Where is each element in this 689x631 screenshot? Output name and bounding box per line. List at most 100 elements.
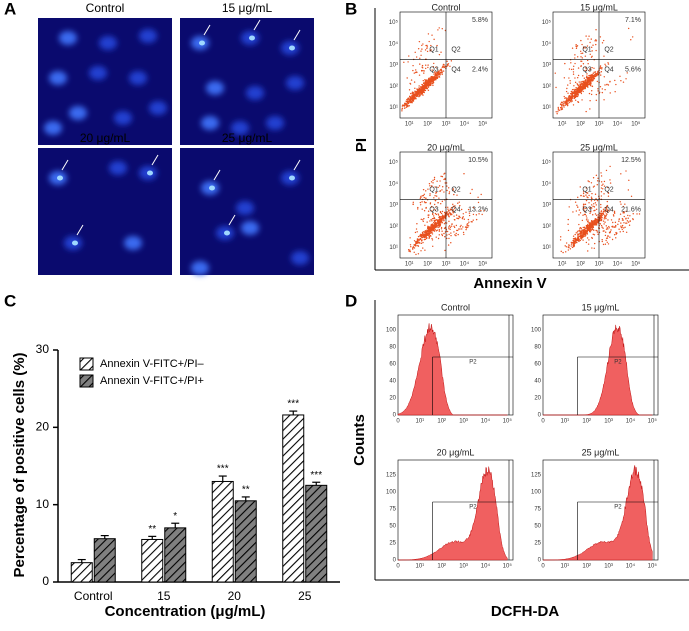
y-tick-label: 10² [542,84,551,90]
event-dot [419,41,420,42]
event-dot [604,84,605,85]
event-dot [604,217,605,218]
panel-letter: B [345,0,357,18]
event-dot [409,96,410,97]
event-dot [439,70,440,71]
event-dot [602,42,603,43]
x-tick-label: 25 [298,589,312,603]
event-dot [437,220,438,221]
event-dot [588,79,589,80]
quadrant-label: Q2 [604,47,613,54]
event-dot [615,237,616,238]
event-dot [449,225,450,226]
event-dot [597,200,598,201]
event-dot [578,75,579,76]
event-dot [461,209,462,210]
event-dot [582,87,583,88]
event-dot [402,108,403,109]
event-dot [594,223,595,224]
x-tick-label: 10² [576,122,585,128]
nucleus [44,121,62,135]
event-dot [570,101,571,102]
event-dot [442,218,443,219]
event-dot [562,102,563,103]
bar [94,539,115,582]
event-dot [586,228,587,229]
event-dot [447,231,448,232]
event-dot [614,212,615,213]
event-dot [441,220,442,221]
event-dot [441,72,442,73]
x-tick-label: 10² [582,419,591,425]
event-dot [448,238,449,239]
event-dot [566,91,567,92]
event-dot [435,200,436,201]
x-tick-label: 10⁵ [478,261,488,268]
event-dot [439,73,440,74]
event-dot [618,221,619,222]
event-dot [432,239,433,240]
event-dot [625,222,626,223]
event-dot [577,77,578,78]
event-dot [583,204,584,205]
event-dot [567,93,568,94]
event-dot [622,218,623,219]
apoptotic-body [289,46,295,51]
event-dot [439,180,440,181]
event-dot [420,50,421,51]
event-dot [412,247,413,248]
event-dot [590,229,591,230]
event-dot [429,183,430,184]
event-dot [419,63,420,64]
event-dot [448,63,449,64]
event-dot [582,237,583,238]
event-dot [436,75,437,76]
event-dot [560,236,561,237]
event-dot [428,41,429,42]
event-dot [442,211,443,212]
y-tick-label: 100 [386,490,397,496]
nucleus [59,31,77,45]
event-dot [408,250,409,251]
event-dot [433,73,434,74]
y-tick-label: 60 [389,362,396,368]
event-dot [600,36,601,37]
event-dot [436,236,437,237]
event-dot [561,102,562,103]
event-dot [584,231,585,232]
event-dot [456,218,457,219]
x-tick-label: 10⁴ [626,418,636,425]
event-dot [618,219,619,220]
quadrant-label: Q4 [451,67,460,74]
event-dot [587,82,588,83]
event-dot [443,173,444,174]
x-tick-label: 10³ [459,419,468,425]
event-dot [422,43,423,44]
event-dot [436,227,437,228]
event-dot [567,224,568,225]
event-dot [439,54,440,55]
event-dot [583,91,584,92]
event-dot [407,104,408,105]
apoptotic-body [57,176,63,181]
event-dot [420,250,421,251]
x-tick-label: 10² [437,564,446,570]
event-dot [570,82,571,83]
event-dot [576,232,577,233]
event-dot [425,68,426,69]
event-dot [446,190,447,191]
y-tick-label: 0 [42,574,49,588]
event-dot [410,83,411,84]
x-tick-label: 10³ [442,262,451,268]
event-dot [627,220,628,221]
event-dot [600,65,601,66]
event-dot [448,221,449,222]
event-dot [440,217,441,218]
event-dot [443,191,444,192]
event-dot [414,247,415,248]
event-dot [573,246,574,247]
event-dot [440,176,441,177]
event-dot [593,73,594,74]
event-dot [631,196,632,197]
event-dot [591,197,592,198]
